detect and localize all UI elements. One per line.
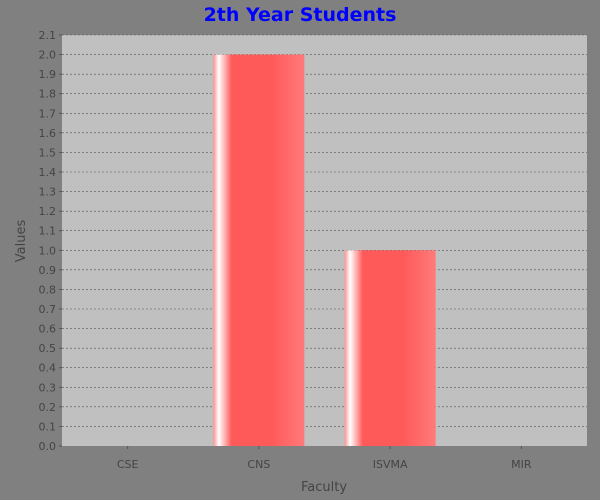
y-tick-label: 1.8 [39,88,57,101]
y-tick-label: 1.2 [39,205,57,218]
y-tick-label: 2.1 [39,29,57,42]
y-tick-label: 0.6 [39,323,57,336]
y-tick-label: 1.0 [39,244,57,257]
y-tick-label: 0.9 [39,264,57,277]
y-tick-label: 0.3 [39,381,57,394]
plot-area [62,35,587,446]
y-tick-label: 1.6 [39,127,57,140]
y-tick-label: 0.4 [39,362,57,375]
y-tick-label: 2.0 [39,49,57,62]
y-tick-label: 0.8 [39,283,57,296]
y-tick-label: 0.2 [39,401,57,414]
bar-isvma [344,250,436,446]
chart-title: 2th Year Students [204,4,397,26]
y-tick-label: 0.1 [39,420,57,433]
x-axis-label: Faculty [301,480,347,495]
y-axis-label: Values [14,220,29,263]
x-tick-label-cns: CNS [247,458,270,471]
x-tick-label-mir: MIR [511,458,532,471]
y-tick-label: 1.4 [39,166,57,179]
y-tick-label: 1.5 [39,146,57,159]
gridlines [62,34,587,427]
y-tick-label: 1.7 [39,107,57,120]
y-tick-label: 1.9 [39,68,57,81]
bars [213,54,436,446]
y-tick-label: 1.1 [39,225,57,238]
x-axis-ticks: CSE CNS ISVMA MIR [117,446,532,471]
y-tick-label: 1.3 [39,186,57,199]
y-tick-label: 0.5 [39,342,57,355]
x-tick-label-isvma: ISVMA [373,458,408,471]
y-tick-label: 0.0 [39,440,57,453]
bar-cns [213,54,305,446]
x-tick-label-cse: CSE [117,458,139,471]
y-tick-label: 0.7 [39,303,57,316]
y-axis-ticks: 0.0 0.1 0.2 0.3 0.4 0.5 0.6 0.7 0.8 0.9 1.0 1.1 1.2 1… [39,29,62,453]
